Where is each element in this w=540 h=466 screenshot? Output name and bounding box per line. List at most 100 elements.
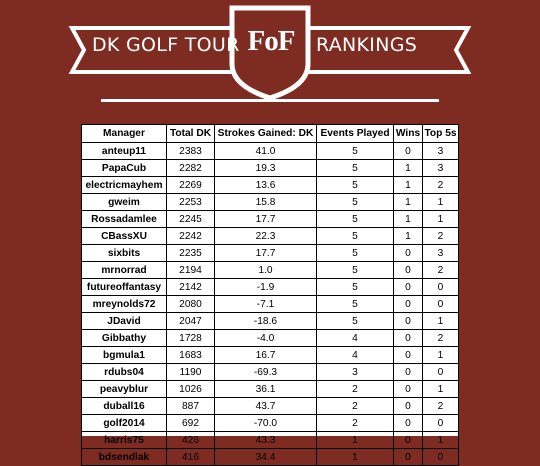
events-played-cell: 5 bbox=[316, 142, 394, 160]
top5s-cell: 0 bbox=[422, 278, 459, 296]
table-row: peavyblur 1026 36.1 2 0 1 bbox=[81, 380, 459, 398]
events-played-cell: 5 bbox=[316, 261, 394, 279]
table-row: bgmula1 1683 16.7 4 0 1 bbox=[81, 346, 459, 364]
top5s-cell: 0 bbox=[422, 448, 459, 466]
total-dk-cell: 1190 bbox=[166, 363, 215, 381]
total-dk-cell: 1026 bbox=[166, 380, 215, 398]
events-played-cell: 5 bbox=[316, 278, 394, 296]
table-row: Rossadamlee 2245 17.7 5 1 1 bbox=[81, 210, 459, 228]
manager-cell: rdubs04 bbox=[81, 363, 167, 381]
total-dk-cell: 2194 bbox=[166, 261, 215, 279]
wins-cell: 1 bbox=[393, 193, 423, 211]
total-dk-cell: 2269 bbox=[166, 176, 215, 194]
manager-cell: Rossadamlee bbox=[81, 210, 167, 228]
wins-cell: 0 bbox=[393, 295, 423, 313]
events-played-cell: 2 bbox=[316, 397, 394, 415]
top5s-cell: 0 bbox=[422, 363, 459, 381]
wins-cell: 1 bbox=[393, 176, 423, 194]
total-dk-cell: 2245 bbox=[166, 210, 215, 228]
manager-cell: mreynolds72 bbox=[81, 295, 167, 313]
strokes-gained-cell: 43.7 bbox=[214, 397, 317, 415]
wins-cell: 0 bbox=[393, 448, 423, 466]
top5s-cell: 1 bbox=[422, 193, 459, 211]
table-body: anteup11 2383 41.0 5 0 3 PapaCub 2282 19.3 5 1 3 ele… bbox=[81, 142, 459, 466]
total-dk-cell: 2253 bbox=[166, 193, 215, 211]
events-played-cell: 1 bbox=[316, 448, 394, 466]
column-header-strokes-gained: Strokes Gained: DK bbox=[214, 124, 317, 143]
manager-cell: Gibbathy bbox=[81, 329, 167, 347]
events-played-cell: 5 bbox=[316, 159, 394, 177]
total-dk-cell: 2080 bbox=[166, 295, 215, 313]
strokes-gained-cell: -1.9 bbox=[214, 278, 317, 296]
banner-right-text: RANKINGS bbox=[316, 34, 418, 56]
wins-cell: 1 bbox=[393, 159, 423, 177]
column-header-events-played: Events Played bbox=[316, 124, 394, 143]
manager-cell: bdsendlak bbox=[81, 448, 167, 466]
column-header-top5s: Top 5s bbox=[422, 124, 459, 143]
table-row: electricmayhem 2269 13.6 5 1 2 bbox=[81, 176, 459, 194]
wins-cell: 0 bbox=[393, 142, 423, 160]
wins-cell: 1 bbox=[393, 227, 423, 245]
table-row: JDavid 2047 -18.6 5 0 1 bbox=[81, 312, 459, 330]
top5s-cell: 2 bbox=[422, 261, 459, 279]
strokes-gained-cell: 19.3 bbox=[214, 159, 317, 177]
events-played-cell: 4 bbox=[316, 329, 394, 347]
table-row: mrnorrad 2194 1.0 5 0 2 bbox=[81, 261, 459, 279]
shield-shape bbox=[229, 5, 311, 101]
top5s-cell: 1 bbox=[422, 312, 459, 330]
top5s-cell: 3 bbox=[422, 244, 459, 262]
strokes-gained-cell: -70.0 bbox=[214, 414, 317, 432]
wins-cell: 0 bbox=[393, 312, 423, 330]
wins-cell: 0 bbox=[393, 363, 423, 381]
table-header-row: Manager Total DK Strokes Gained: DK Even… bbox=[81, 124, 459, 143]
manager-cell: duball16 bbox=[81, 397, 167, 415]
manager-cell: harris75 bbox=[81, 431, 167, 449]
top5s-cell: 1 bbox=[422, 431, 459, 449]
total-dk-cell: 2235 bbox=[166, 244, 215, 262]
wins-cell: 1 bbox=[393, 210, 423, 228]
table-row: sixbits 2235 17.7 5 0 3 bbox=[81, 244, 459, 262]
events-played-cell: 5 bbox=[316, 193, 394, 211]
total-dk-cell: 2383 bbox=[166, 142, 215, 160]
strokes-gained-cell: 17.7 bbox=[214, 210, 317, 228]
manager-cell: CBassXU bbox=[81, 227, 167, 245]
wins-cell: 0 bbox=[393, 329, 423, 347]
column-header-manager: Manager bbox=[81, 124, 167, 143]
events-played-cell: 1 bbox=[316, 431, 394, 449]
total-dk-cell: 426 bbox=[166, 431, 215, 449]
manager-cell: JDavid bbox=[81, 312, 167, 330]
manager-cell: electricmayhem bbox=[81, 176, 167, 194]
top5s-cell: 1 bbox=[422, 380, 459, 398]
table-row: futureoffantasy 2142 -1.9 5 0 0 bbox=[81, 278, 459, 296]
wins-cell: 0 bbox=[393, 261, 423, 279]
manager-cell: peavyblur bbox=[81, 380, 167, 398]
wins-cell: 0 bbox=[393, 346, 423, 364]
total-dk-cell: 2282 bbox=[166, 159, 215, 177]
rankings-table-container: Manager Total DK Strokes Gained: DK Even… bbox=[81, 124, 459, 466]
header-banner: DK GOLF TOUR FoF RANKINGS bbox=[0, 0, 540, 110]
column-header-total-dk: Total DK bbox=[166, 124, 215, 143]
total-dk-cell: 2047 bbox=[166, 312, 215, 330]
top5s-cell: 2 bbox=[422, 227, 459, 245]
top5s-cell: 1 bbox=[422, 210, 459, 228]
table-row: mreynolds72 2080 -7.1 5 0 0 bbox=[81, 295, 459, 313]
table-row: CBassXU 2242 22.3 5 1 2 bbox=[81, 227, 459, 245]
top5s-cell: 2 bbox=[422, 329, 459, 347]
manager-cell: golf2014 bbox=[81, 414, 167, 432]
manager-cell: sixbits bbox=[81, 244, 167, 262]
events-played-cell: 5 bbox=[316, 210, 394, 228]
strokes-gained-cell: 17.7 bbox=[214, 244, 317, 262]
top5s-cell: 2 bbox=[422, 176, 459, 194]
total-dk-cell: 2142 bbox=[166, 278, 215, 296]
events-played-cell: 3 bbox=[316, 363, 394, 381]
strokes-gained-cell: 36.1 bbox=[214, 380, 317, 398]
events-played-cell: 5 bbox=[316, 227, 394, 245]
wins-cell: 0 bbox=[393, 397, 423, 415]
wins-cell: 0 bbox=[393, 380, 423, 398]
rankings-table: Manager Total DK Strokes Gained: DK Even… bbox=[81, 124, 459, 466]
table-row: anteup11 2383 41.0 5 0 3 bbox=[81, 142, 459, 160]
events-played-cell: 5 bbox=[316, 176, 394, 194]
column-header-wins: Wins bbox=[393, 124, 423, 143]
manager-cell: anteup11 bbox=[81, 142, 167, 160]
total-dk-cell: 416 bbox=[166, 448, 215, 466]
